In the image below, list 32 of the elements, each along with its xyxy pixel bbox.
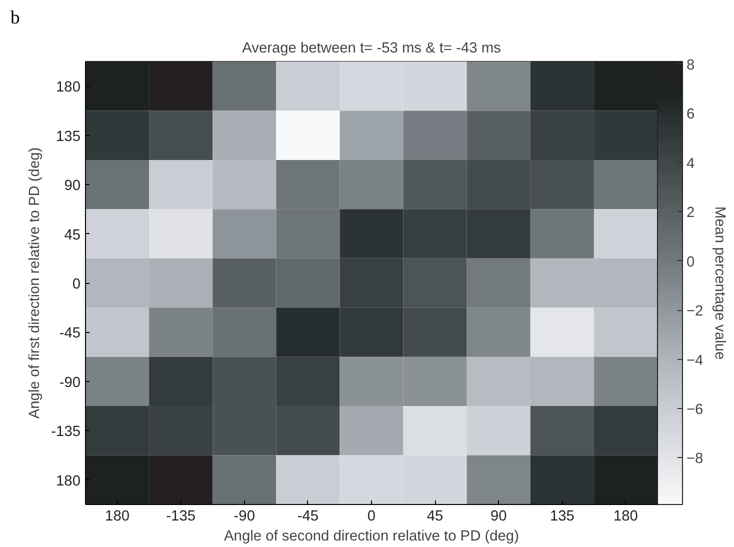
y-axis-title: Angle of first direction relative to PD (deg) [27,147,44,419]
y-tick-label: -135 [51,424,81,440]
y-tick-label: 180 [56,80,81,96]
color-bar-label: −6 [686,402,704,418]
y-tick-label: -90 [59,374,81,391]
x-tick-label: 45 [426,508,444,524]
x-tick-label: -90 [234,508,255,524]
color-bar-label: −2 [686,304,704,320]
x-tick-label: 90 [490,508,507,524]
color-bar-title: Mean percentage value [712,206,728,360]
x-tick-label: -135 [166,508,196,524]
x-tick-label: -45 [297,508,319,524]
text: b [10,8,20,28]
y-tick-label: 180 [56,473,81,490]
x-axis-title: Angle of second direction relative to PD (deg) [224,528,519,544]
color-bar-label: −8 [686,451,704,468]
y-tick-label: 135 [56,128,81,145]
color-bar-label: 8 [686,57,695,74]
y-tick-label: 0 [72,276,81,292]
x-tick-label: 180 [105,508,130,524]
x-tick-label: 135 [550,508,574,524]
color-bar-label: 2 [686,205,695,222]
y-tick-label: 90 [64,178,81,194]
y-tick-label: -45 [59,326,81,342]
y-tick-label: 45 [64,227,81,244]
x-tick-label: 0 [367,508,376,524]
color-bar-label: 4 [686,156,695,172]
chart-title: Average between t= -53 ms & t= -43 ms [242,40,501,56]
color-bar-label: 0 [686,254,695,270]
x-tick-label: 180 [613,508,638,524]
color-bar-label: −4 [686,352,704,369]
color-bar-label: 6 [686,106,695,123]
